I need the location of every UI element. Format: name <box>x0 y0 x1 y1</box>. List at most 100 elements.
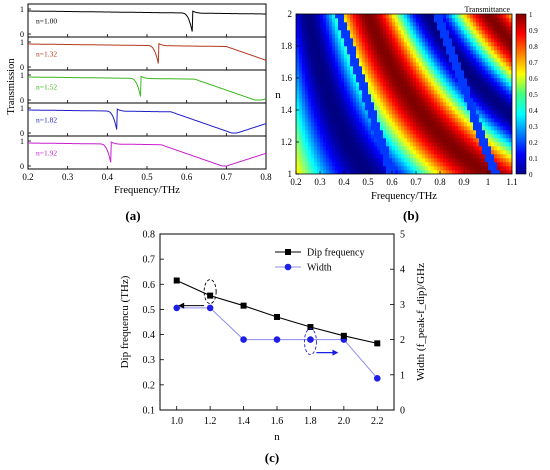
heatmap-cell <box>425 130 429 135</box>
heatmap-cell <box>323 78 327 83</box>
heatmap-cell <box>398 150 402 155</box>
heatmap-cell <box>443 94 447 99</box>
heatmap-cell <box>341 122 345 127</box>
heatmap-cell <box>389 138 393 143</box>
heatmap-cell <box>452 38 456 43</box>
heatmap-cell <box>296 38 300 43</box>
heatmap-cell <box>461 26 465 31</box>
heatmap-cell <box>341 142 345 147</box>
x-axis-label: Frequency/THz <box>114 185 180 196</box>
heatmap-cell <box>509 62 512 67</box>
heatmap-cell <box>452 122 456 127</box>
heatmap-cell <box>371 102 375 107</box>
heatmap-cell <box>305 166 309 171</box>
heatmap-cell <box>347 110 351 115</box>
heatmap-cell <box>485 158 489 163</box>
heatmap-cell <box>398 26 402 31</box>
heatmap-cell <box>458 34 462 39</box>
heatmap-cell <box>338 110 342 115</box>
heatmap-cell <box>500 66 504 71</box>
heatmap-cell <box>320 106 324 111</box>
heatmap-cell <box>455 70 459 75</box>
ytick-label: 2 <box>288 9 293 19</box>
heatmap-cell <box>299 158 303 163</box>
heatmap-cell <box>386 18 390 23</box>
heatmap-cell <box>428 130 432 135</box>
heatmap-cell <box>419 74 423 79</box>
heatmap-cell <box>470 86 474 91</box>
heatmap-cell <box>296 50 300 55</box>
heatmap-cell <box>383 102 387 107</box>
heatmap-cell <box>398 90 402 95</box>
heatmap-cell <box>428 150 432 155</box>
heatmap-cell <box>467 146 471 151</box>
heatmap-cell <box>398 98 402 103</box>
heatmap-cell <box>347 22 351 27</box>
heatmap-cell <box>302 134 306 139</box>
heatmap-cell <box>296 126 300 131</box>
heatmap-cell <box>500 170 504 174</box>
heatmap-cell <box>377 166 381 171</box>
heatmap-cell <box>395 170 399 174</box>
heatmap-cell <box>356 158 360 163</box>
heatmap-cell <box>299 118 303 123</box>
heatmap-cell <box>332 74 336 79</box>
heatmap-cell <box>329 62 333 67</box>
heatmap-cell <box>383 110 387 115</box>
colorbar <box>515 13 527 175</box>
heatmap-cell <box>470 62 474 67</box>
heatmap-cell <box>410 62 414 67</box>
heatmap-cell <box>443 90 447 95</box>
heatmap-cell <box>482 86 486 91</box>
heatmap-cell <box>452 166 456 171</box>
heatmap-cell <box>509 146 512 151</box>
heatmap-cell <box>410 98 414 103</box>
heatmap-cell <box>353 150 357 155</box>
heatmap-cell <box>380 118 384 123</box>
heatmap-cell <box>413 42 417 47</box>
heatmap-cell <box>305 94 309 99</box>
heatmap-cell <box>392 42 396 47</box>
heatmap-cell <box>362 58 366 63</box>
heatmap-cell <box>437 38 441 43</box>
panel-b-label: (b) <box>403 208 419 223</box>
subplot-ytick-label: 0 <box>20 30 24 39</box>
heatmap-cell <box>476 22 480 27</box>
heatmap-cell <box>314 158 318 163</box>
heatmap-cell <box>401 54 405 59</box>
heatmap-cell <box>437 42 441 47</box>
heatmap-cell <box>329 134 333 139</box>
heatmap-cell <box>443 46 447 51</box>
heatmap-cell <box>488 86 492 91</box>
heatmap-cell <box>305 42 309 47</box>
heatmap-cell <box>485 42 489 47</box>
heatmap-cell <box>431 42 435 47</box>
heatmap-cell <box>371 130 375 135</box>
heatmap-cell <box>314 70 318 75</box>
heatmap-cell <box>449 110 453 115</box>
heatmap-cell <box>353 106 357 111</box>
heatmap-cell <box>386 130 390 135</box>
heatmap-cell <box>359 18 363 23</box>
heatmap-cell <box>311 82 315 87</box>
heatmap-cell <box>332 114 336 119</box>
heatmap-cell <box>374 170 378 174</box>
heatmap-cell <box>449 130 453 135</box>
heatmap-cell <box>404 38 408 43</box>
heatmap-cell <box>422 138 426 143</box>
heatmap-cell <box>299 22 303 27</box>
heatmap-cell <box>440 26 444 31</box>
heatmap-cell <box>389 74 393 79</box>
heatmap-cell <box>410 90 414 95</box>
heatmap-cell <box>383 138 387 143</box>
heatmap-cell <box>332 142 336 147</box>
heatmap-cell <box>509 158 512 163</box>
heatmap-cell <box>299 114 303 119</box>
heatmap-cell <box>338 170 342 174</box>
heatmap-cell <box>380 166 384 171</box>
heatmap-cell <box>443 50 447 55</box>
heatmap-cell <box>488 82 492 87</box>
heatmap-cell <box>500 50 504 55</box>
heatmap-cell <box>377 106 381 111</box>
heatmap-cell <box>401 106 405 111</box>
